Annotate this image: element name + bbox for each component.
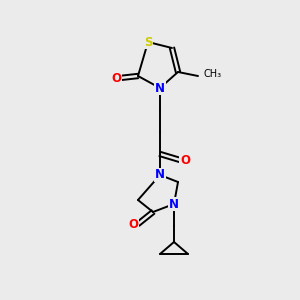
Text: N: N	[155, 169, 165, 182]
Text: O: O	[180, 154, 190, 166]
Text: O: O	[111, 71, 121, 85]
Text: CH₃: CH₃	[204, 69, 222, 79]
Text: O: O	[128, 218, 138, 230]
Text: S: S	[144, 35, 152, 49]
Text: N: N	[155, 82, 165, 94]
Text: N: N	[169, 197, 179, 211]
